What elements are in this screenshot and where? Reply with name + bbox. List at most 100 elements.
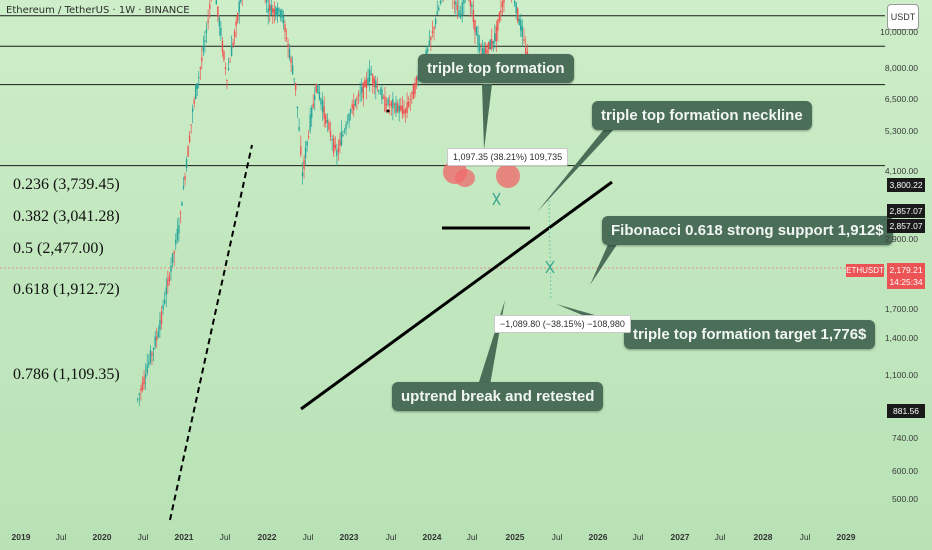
candle-body [190,124,192,126]
candle-body [400,105,402,111]
candle-body [459,13,462,19]
candle-body [202,46,205,52]
measure-up-label[interactable]: 1,097.35 (38.21%) 109,735 [447,148,569,166]
candle-body [279,10,282,18]
candle-body [368,69,371,82]
candle-body [513,1,516,4]
candle-body [458,10,460,17]
candle-body [461,2,463,15]
candle-body [340,131,343,146]
candle-body [390,101,392,107]
callout-pointer [482,84,492,150]
candle-body [162,304,164,310]
callout-fib-support[interactable]: Fibonacci 0.618 strong support 1,912$ [602,216,893,245]
candle-body [339,140,341,147]
candle-body [382,97,385,99]
candle-body [178,225,180,234]
candle-body [230,45,233,57]
candle-body [196,83,198,89]
candle-body [137,398,139,400]
y-tick: 1,100.00 [884,370,918,380]
candle-body [372,74,374,84]
candle-body [156,336,158,341]
x-tick: 2028 [753,532,773,542]
candle-body [296,106,299,109]
candle-body [492,41,494,44]
x-tick: 2020 [92,532,112,542]
candle-body [357,94,360,97]
candle-body [314,95,316,100]
candle-body [275,7,277,17]
candle-body [265,0,268,3]
candle-body [221,41,224,52]
candle-body [438,7,440,10]
candle-body [409,98,411,100]
candle-body [433,26,435,30]
fib-label-0236: 0.236 (3,739.45) [13,176,120,193]
candle-body [157,330,160,338]
candle-body [503,0,505,3]
candle-body [489,40,491,50]
callout-target[interactable]: triple top formation target 1,776$ [624,320,876,349]
projection-line [548,199,552,301]
x-tick: Jul [632,532,644,542]
candle-body [188,135,191,143]
candle-body [304,147,307,159]
candle-body [224,67,227,70]
candle-body [395,102,397,113]
candle-body [201,57,203,62]
callout-neckline[interactable]: triple top formation neckline [592,101,812,130]
projection-marker [545,260,555,274]
candle-body [497,19,499,31]
candle-body [138,393,141,395]
candle-body [453,2,456,4]
y-tick: 2,900.00 [884,234,918,244]
y-tick: 500.00 [892,494,918,504]
candle-body [307,136,310,138]
candle-body [384,96,386,112]
candle-body [436,11,438,15]
candle-body [365,79,368,89]
candle-body [232,42,234,46]
candle-body [278,8,280,12]
candle-body [290,58,292,63]
callout-uptrend[interactable]: uptrend break and retested [392,382,604,411]
candle-body [471,4,473,8]
candle-body [223,51,225,61]
candle-body [236,13,239,22]
candle-body [220,27,222,37]
candle-body [144,373,147,378]
candle-body [320,98,322,105]
measure-down-label[interactable]: −1,089.80 (−38.15%) −108,980 [494,315,631,333]
currency-button[interactable]: USDT [887,4,919,30]
candle-body [149,350,152,363]
candle-body [170,265,172,272]
candle-body [439,1,442,4]
candle-body [486,50,488,53]
y-tick: 5,300.00 [884,126,918,136]
x-tick: Jul [799,532,811,542]
x-tick: 2023 [339,532,359,542]
candle-body [393,104,396,106]
candle-body [392,99,394,109]
candle-body [343,130,346,132]
candle-body [472,9,475,23]
candle-body [337,148,340,152]
candle-body [379,93,382,95]
x-tick: 2021 [174,532,194,542]
candle-body [148,362,150,365]
ticker-badge: ETHUSDT [846,264,884,277]
candle-body [235,20,237,27]
candle-body [523,38,525,41]
candle-body [373,78,375,87]
candle-body [318,92,321,100]
candle-body [272,8,274,13]
fibonacci-levels [0,15,885,167]
candle-body [331,139,333,141]
callout-triple-top[interactable]: triple top formation [418,54,574,83]
candle-body [495,26,498,41]
fib-label-0786: 0.786 (1,109.35) [13,366,120,383]
candle-body [360,86,363,93]
candle-body [267,8,269,13]
candle-body [455,1,457,6]
